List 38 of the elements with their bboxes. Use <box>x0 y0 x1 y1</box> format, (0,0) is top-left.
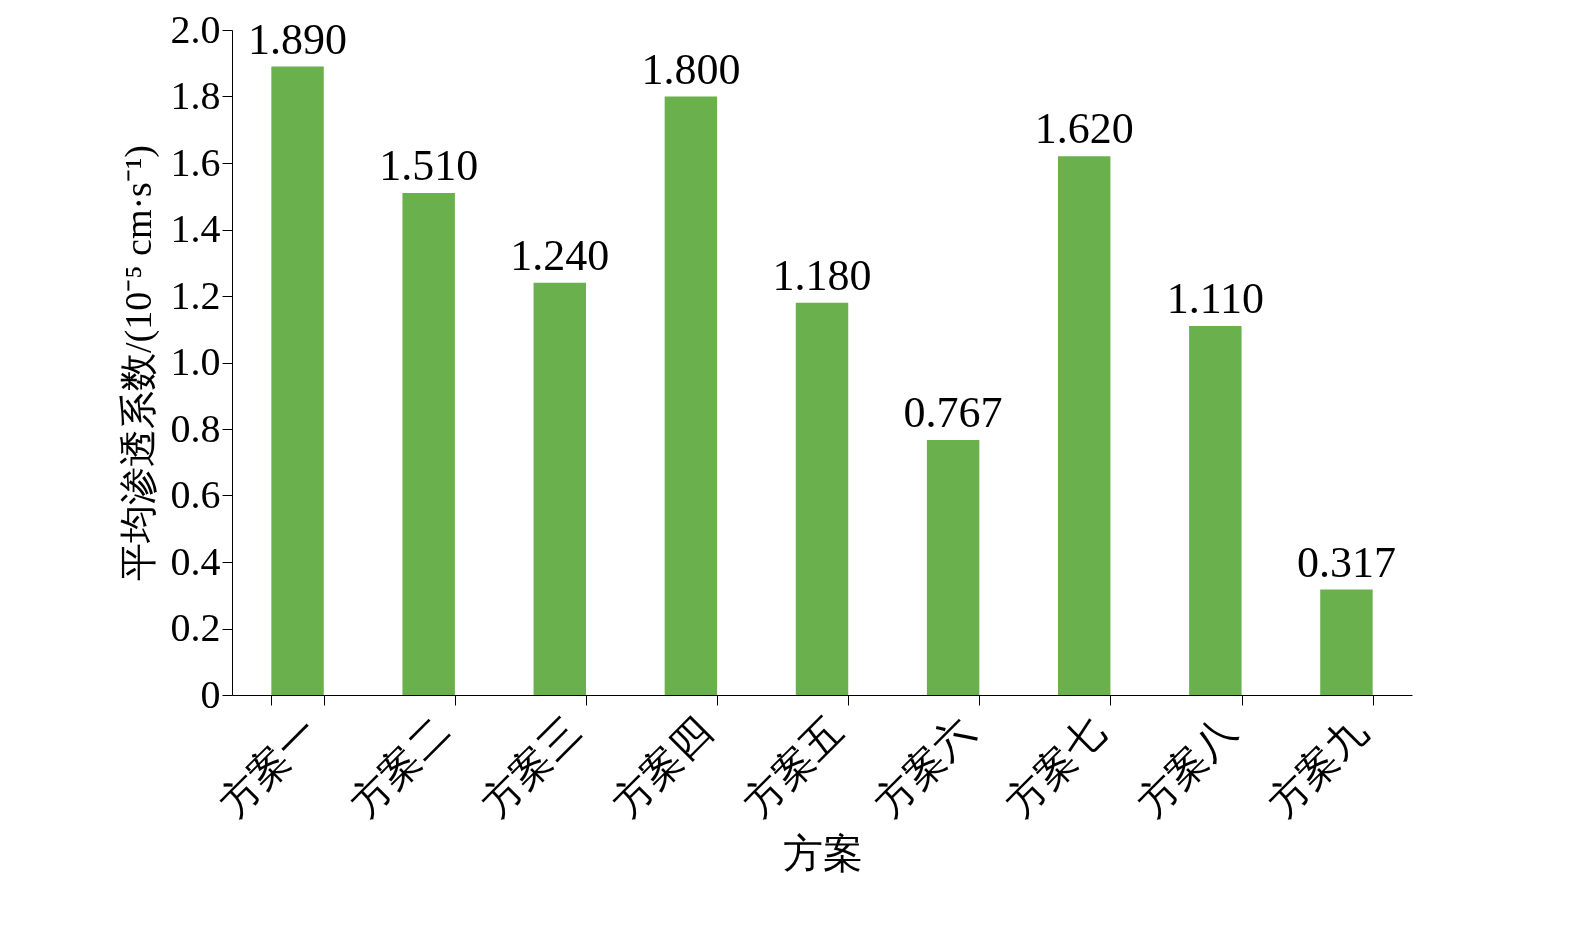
data-label: 1.620 <box>1034 104 1134 154</box>
bar <box>795 302 849 695</box>
x-tick-label: 方案二 <box>341 708 459 826</box>
y-tick-label: 1.4 <box>170 206 221 251</box>
data-label: 1.180 <box>772 250 872 300</box>
x-tick-label: 方案四 <box>603 708 721 826</box>
data-label: 1.110 <box>1166 273 1265 323</box>
y-tick-label: 0.8 <box>170 405 221 451</box>
y-tick-label: 1.2 <box>170 272 221 318</box>
x-tick-label: 方案三 <box>472 708 590 826</box>
data-label: 1.800 <box>641 44 741 94</box>
bar <box>1320 589 1373 695</box>
bar <box>271 66 324 695</box>
y-tick-label: 0.6 <box>170 472 221 517</box>
data-label: 1.510 <box>379 140 479 190</box>
bar <box>402 192 455 695</box>
data-label: 0.317 <box>1296 537 1396 587</box>
y-axis-title: 平均渗透系数/(10⁻⁵ cm·s⁻¹) <box>116 145 160 581</box>
x-tick-label: 方案八 <box>1128 708 1245 826</box>
y-tick-label: 1.8 <box>170 73 221 118</box>
x-tick-label: 方案六 <box>865 708 983 826</box>
y-tick-label: 0.4 <box>170 538 221 584</box>
data-label: 0.767 <box>903 387 1003 437</box>
x-axis-title: 方案 <box>782 830 863 876</box>
y-tick-label: 0.2 <box>170 605 221 650</box>
data-label: 1.240 <box>510 230 610 280</box>
x-tick-label: 方案五 <box>734 708 852 826</box>
y-tick-label: 2.0 <box>170 6 221 52</box>
bar <box>1189 325 1242 695</box>
x-tick-label: 方案七 <box>997 708 1114 826</box>
y-tick-label: 1.6 <box>170 139 221 185</box>
bar <box>1058 156 1111 695</box>
bar <box>926 439 980 695</box>
bar <box>533 282 586 695</box>
y-tick-label: 1.0 <box>170 339 221 384</box>
data-label: 1.890 <box>248 14 348 64</box>
bar <box>664 96 718 695</box>
x-tick-label: 方案九 <box>1259 708 1376 826</box>
